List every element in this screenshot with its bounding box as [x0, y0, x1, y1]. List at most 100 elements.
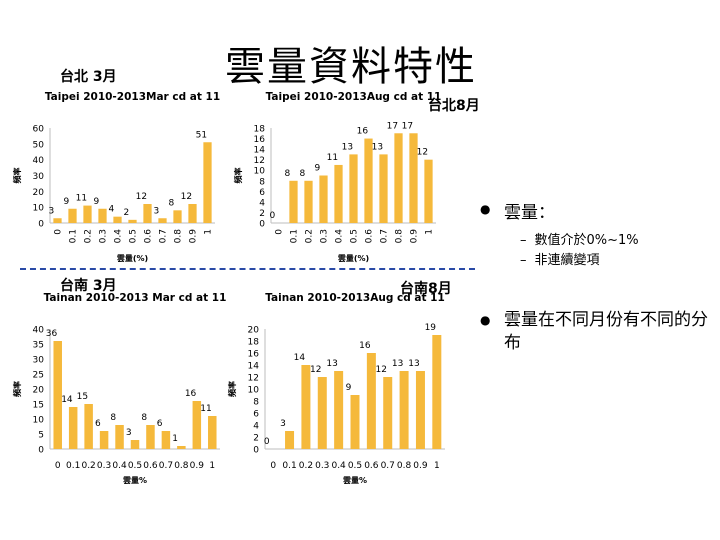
data-label: 11	[200, 404, 211, 414]
y-axis-label: 頻率	[12, 381, 22, 397]
bar	[203, 142, 212, 223]
data-label: 14	[61, 395, 73, 405]
bar	[53, 341, 62, 449]
data-label: 12	[417, 148, 428, 158]
bar	[285, 431, 295, 449]
data-label: 6	[95, 419, 101, 429]
y-tick-label: 14	[254, 146, 266, 156]
bullet-text: 雲量在不同月份有不同的分布	[504, 310, 708, 353]
bar	[415, 371, 425, 449]
y-tick-label: 0	[38, 220, 44, 230]
x-tick-label: 0.2	[299, 461, 313, 471]
bar	[158, 218, 167, 223]
x-tick-label: 0.1	[290, 229, 300, 243]
x-tick-label: 0.5	[128, 461, 142, 471]
panel-label-tainan-aug: 台南8月	[400, 281, 452, 297]
data-label: 13	[408, 359, 419, 369]
y-tick-label: 0	[253, 446, 259, 456]
y-tick-label: 6	[259, 188, 265, 198]
data-label: 12	[181, 192, 192, 202]
x-tick-label: 0.8	[174, 461, 189, 471]
chart-title: Taipei 2010-2013Aug cd at 11	[266, 91, 442, 103]
data-label: 19	[425, 323, 437, 333]
bullet-dot-icon: ●	[480, 202, 491, 216]
x-tick-label: 0.9	[190, 461, 205, 471]
y-tick-label: 40	[33, 156, 45, 166]
bar	[68, 407, 78, 449]
bar	[68, 208, 77, 223]
page-title: 雲量資料特性	[225, 44, 477, 90]
bar	[319, 175, 328, 223]
data-label: 3	[126, 428, 132, 438]
y-tick-label: 2	[259, 209, 265, 219]
x-tick-label: 0.2	[81, 461, 95, 471]
y-tick-label: 4	[253, 422, 259, 432]
bar	[84, 404, 93, 449]
x-tick-label: 1	[204, 229, 214, 235]
x-tick-label: 0.7	[381, 461, 395, 471]
bar	[128, 219, 137, 223]
bar	[188, 204, 197, 223]
data-label: 11	[327, 153, 338, 163]
bar	[115, 425, 124, 449]
x-tick-label: 0.4	[114, 229, 124, 244]
x-tick-label: 0.4	[335, 229, 345, 244]
data-label: 3	[154, 206, 160, 216]
data-label: 13	[372, 142, 383, 152]
sub-bullet-text: 數值介於0%~1%	[534, 233, 639, 248]
bar	[98, 208, 107, 223]
bullet-list: ● 雲量： – 數值介於0%~1% – 非連續變項 ● 雲量在不同月份有不同的分…	[480, 198, 715, 355]
y-tick-label: 20	[248, 326, 260, 336]
x-tick-label: 0	[270, 461, 276, 471]
bar	[177, 446, 186, 449]
data-label: 15	[77, 392, 88, 402]
sub-bullet-marker: –	[520, 253, 527, 268]
x-tick-label: 0.2	[305, 229, 315, 243]
bar	[383, 377, 393, 449]
x-tick-label: 0	[275, 229, 285, 235]
bullet-dot-icon: ●	[480, 313, 491, 327]
data-label: 9	[64, 197, 70, 207]
x-tick-label: 0	[55, 461, 61, 471]
bar	[432, 335, 442, 449]
data-label: 51	[196, 130, 207, 140]
bar	[53, 218, 62, 223]
x-tick-label: 0	[54, 229, 64, 235]
y-tick-label: 20	[33, 386, 45, 396]
x-axis-label: 雲量%	[123, 475, 147, 485]
y-tick-label: 30	[33, 172, 45, 182]
x-tick-label: 0.1	[66, 461, 80, 471]
y-tick-label: 16	[254, 135, 266, 145]
y-tick-label: 8	[259, 177, 265, 187]
data-label: 9	[346, 383, 352, 393]
data-label: 6	[157, 419, 163, 429]
y-axis-label: 頻率	[12, 168, 22, 184]
y-tick-label: 10	[248, 386, 260, 396]
x-tick-label: 0.3	[320, 229, 330, 243]
data-label: 3	[280, 419, 286, 429]
x-tick-label: 0.8	[397, 461, 412, 471]
sub-bullet-marker: –	[520, 233, 527, 248]
data-label: 17	[387, 121, 398, 131]
x-tick-label: 0.9	[413, 461, 428, 471]
y-tick-label: 0	[38, 446, 44, 456]
bar	[146, 425, 155, 449]
data-label: 9	[94, 197, 100, 207]
data-label: 0	[264, 437, 270, 447]
bar	[366, 353, 376, 449]
y-tick-label: 4	[259, 198, 265, 208]
chart-title: Taipei 2010-2013Mar cd at 11	[45, 91, 220, 103]
x-tick-label: 0.1	[282, 461, 296, 471]
bar	[192, 401, 202, 449]
y-tick-label: 50	[33, 140, 45, 150]
data-label: 13	[342, 142, 353, 152]
data-label: 13	[392, 359, 403, 369]
data-label: 8	[285, 169, 291, 179]
bar	[364, 138, 373, 223]
chart-taipei-mar: Taipei 2010-2013Mar cd at 11010203040506…	[12, 91, 220, 263]
x-tick-label: 0.8	[174, 229, 184, 244]
bar	[304, 180, 313, 223]
chart-taipei-aug: Taipei 2010-2013Aug cd at 11024681012141…	[233, 91, 442, 263]
y-tick-label: 5	[38, 431, 44, 441]
bar	[113, 216, 122, 223]
